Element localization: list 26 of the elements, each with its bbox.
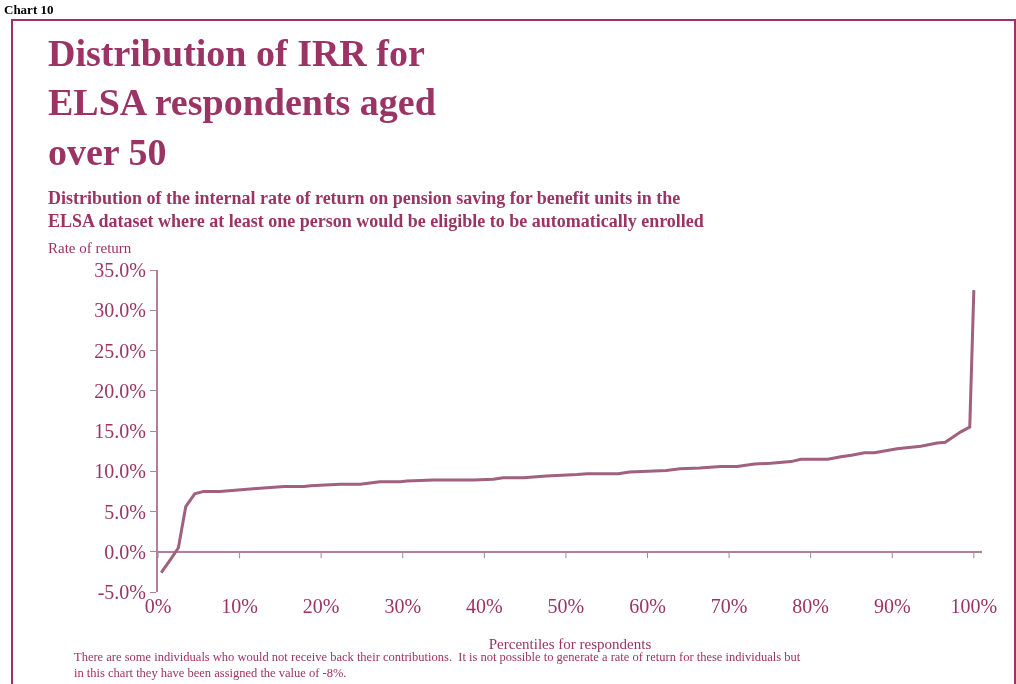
chart-subtitle: Distribution of the internal rate of return on pension saving for benefit units in the ELSA dataset where at least one person would be eligible to be automatically enrolled <box>48 188 704 232</box>
x-tick-label: 90% <box>873 595 911 617</box>
y-tick-label: 35.0% <box>94 259 146 281</box>
line-series <box>159 288 976 575</box>
y-tick-label: 30.0% <box>94 299 146 322</box>
y-tick-label: 10.0% <box>94 460 146 483</box>
x-tick-label: 50% <box>547 595 585 617</box>
y-tick-label: 25.0% <box>94 339 146 362</box>
x-tick-label: 10% <box>221 595 258 617</box>
y-tick-label: 0.0% <box>104 540 146 563</box>
x-tick-label: 0% <box>144 595 172 617</box>
x-tick-label: 100% <box>950 595 998 617</box>
x-tick-label: 60% <box>629 595 666 617</box>
x-tick-label: 70% <box>710 595 748 617</box>
x-tick-label: 20% <box>302 595 340 617</box>
y-tick-label: -5.0% <box>97 581 146 603</box>
y-tick-label: 20.0% <box>94 379 146 402</box>
x-tick-label: 40% <box>466 595 503 617</box>
y-tick-label: 5.0% <box>104 500 146 523</box>
y-axis-title: Rate of return <box>48 240 132 256</box>
x-tick-label: 80% <box>792 595 830 617</box>
caption: Chart 10 <box>4 2 54 17</box>
y-tick-label: 15.0% <box>94 420 146 442</box>
x-axis-title: Percentiles for respondents <box>488 636 652 652</box>
x-tick-label: 30% <box>384 595 422 617</box>
chart-title: Distribution of IRR for ELSA respondents aged over 50 <box>48 32 436 173</box>
